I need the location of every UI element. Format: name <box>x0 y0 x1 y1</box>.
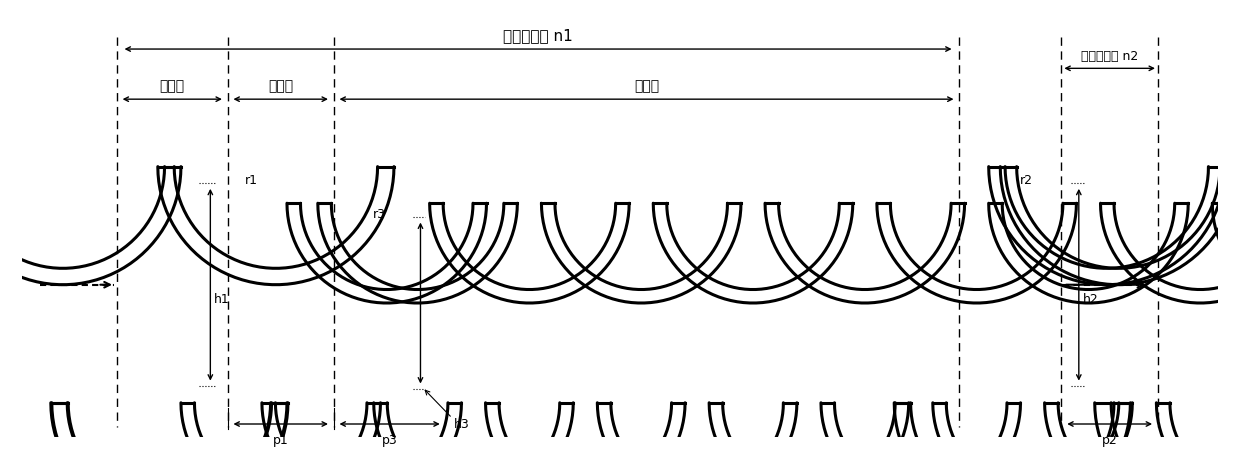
Text: h2: h2 <box>1083 292 1099 306</box>
Text: 第一段: 第一段 <box>160 79 185 94</box>
Text: h1: h1 <box>215 292 229 306</box>
Text: p1: p1 <box>273 434 289 447</box>
Text: 第二段: 第二段 <box>268 79 294 94</box>
Text: r1: r1 <box>246 174 258 187</box>
Text: 输入段周期 n1: 输入段周期 n1 <box>503 28 573 43</box>
Text: r3: r3 <box>373 208 386 221</box>
Text: 输出段周期 n2: 输出段周期 n2 <box>1081 50 1138 63</box>
Text: p3: p3 <box>382 434 398 447</box>
Text: p2: p2 <box>1102 434 1117 447</box>
Text: r2: r2 <box>1021 174 1033 187</box>
Text: h3: h3 <box>454 418 470 431</box>
Text: 第三段: 第三段 <box>634 79 660 94</box>
